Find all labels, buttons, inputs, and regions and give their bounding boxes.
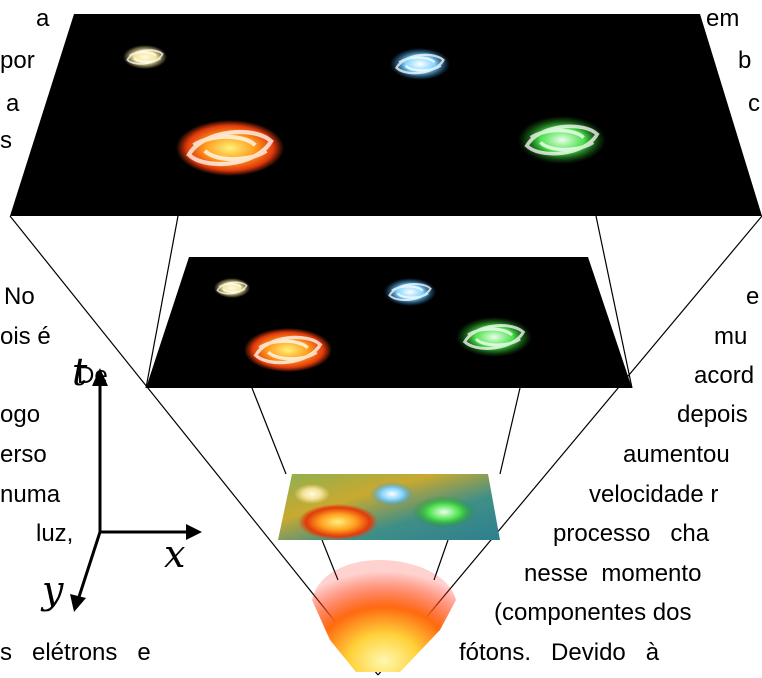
axis-triad: [70, 368, 202, 612]
text-fragment-left: No: [4, 283, 35, 310]
axis-label-y: y: [42, 568, 64, 612]
text-fragment-right: e: [746, 283, 760, 310]
galaxy-yellow: [294, 484, 330, 504]
galaxy-green: [456, 317, 532, 357]
text-fragment-left: a: [6, 90, 20, 117]
galaxy-blue: [384, 278, 436, 306]
text-fragment-left: luz,: [36, 520, 74, 547]
galaxy-green: [518, 116, 606, 164]
text-fragment-right: b: [738, 47, 752, 74]
text-fragment-left: erso: [0, 441, 47, 468]
text-fragment-right: nesse momento: [524, 560, 702, 587]
text-fragment-right: depois: [677, 401, 748, 428]
axis-label-x: x: [164, 532, 186, 576]
galaxy-blue: [390, 48, 450, 80]
big-bang-glow: [312, 560, 456, 672]
text-fragment-right: mu: [714, 323, 748, 350]
text-fragment-left: s: [0, 127, 12, 154]
galaxy-green: [412, 496, 476, 528]
text-fragment-right: aumentou: [623, 441, 730, 468]
galaxy-orange: [244, 328, 332, 372]
text-fragment-left: por: [0, 47, 35, 74]
text-fragment-left: s elétrons e: [0, 639, 151, 666]
text-fragment-right: acord: [694, 362, 755, 389]
text-fragment-left: numa: [0, 481, 61, 508]
text-fragment-left: a: [36, 5, 50, 32]
galaxy-orange: [176, 120, 284, 176]
text-fragment-right: em: [706, 5, 740, 32]
galaxy-yellow: [123, 45, 167, 69]
text-fragment-right: processo cha: [553, 520, 710, 547]
text-fragment-left: ois é: [0, 323, 51, 350]
galaxy-orange: [298, 504, 378, 540]
text-fragment-right: fótons. Devido à: [459, 639, 660, 666]
universe-slice-present: [10, 14, 762, 216]
axis-label-t: t: [72, 350, 88, 394]
galaxy-yellow: [214, 278, 250, 298]
universe-slice-past: [146, 257, 632, 388]
text-fragment-right: (componentes dos: [494, 599, 692, 626]
galaxy-blue: [370, 482, 414, 506]
text-fragment-right: velocidade r: [589, 481, 719, 508]
universe-slice-early: [278, 474, 500, 540]
text-fragment-left: ogo: [0, 401, 41, 428]
text-fragment-right: c: [748, 90, 760, 117]
